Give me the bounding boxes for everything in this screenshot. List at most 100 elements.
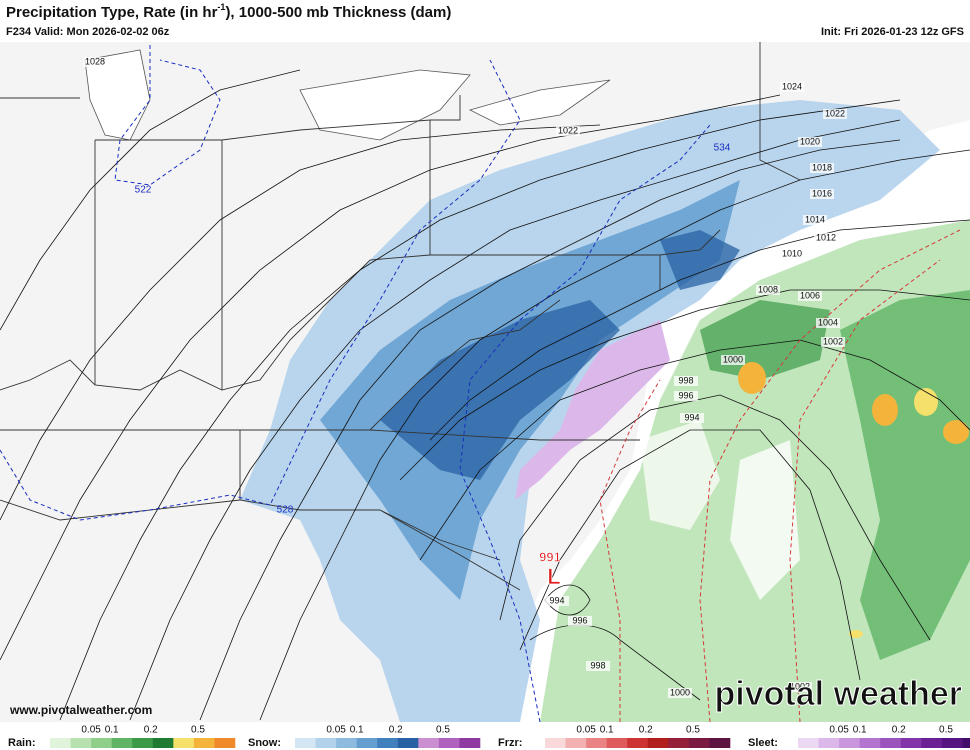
isobar-label: 1006	[800, 290, 820, 300]
legend-tick-label: 0.5	[686, 725, 700, 736]
legend-swatch	[647, 738, 669, 748]
snow-area	[240, 100, 940, 722]
isobar-label: 996	[572, 615, 587, 625]
valid-time: F234 Valid: Mon 2026-02-02 06z	[6, 26, 170, 38]
isobar-label: 998	[678, 375, 693, 385]
isobar-label: 1020	[800, 136, 820, 146]
label-bg	[803, 215, 827, 225]
label-bg	[83, 57, 107, 67]
legend-swatch	[356, 738, 378, 748]
label-bg	[586, 661, 610, 671]
isobar-label: 1012	[816, 232, 836, 242]
mix-area	[515, 320, 670, 500]
isobar-label: 1010	[782, 248, 802, 258]
legend-swatch	[173, 738, 195, 748]
snow-heavy	[660, 230, 740, 290]
rain-intense	[872, 394, 898, 426]
map-labels: 1028 1024 1022 1022 1020 1018 1016 1014 1012 1010…	[83, 56, 847, 698]
label-bg	[816, 318, 840, 328]
label-bg	[556, 126, 580, 136]
legend-swatch	[818, 738, 840, 748]
label-bg	[668, 688, 692, 698]
label-bg	[674, 391, 698, 401]
legend-name: Rain:	[8, 737, 36, 749]
legend-tick-label: 0.2	[144, 725, 158, 736]
isobar-label: 1000	[670, 687, 690, 697]
legend-swatch	[962, 738, 970, 748]
legend-swatch	[859, 738, 881, 748]
isobar-label: 1016	[812, 188, 832, 198]
legend-swatch	[70, 738, 92, 748]
legend-swatch	[315, 738, 337, 748]
legend-name: Snow:	[248, 737, 281, 749]
isobar-label: 1028	[85, 56, 105, 66]
legend-swatch	[459, 738, 481, 748]
state-borders	[0, 42, 801, 591]
isobar-label: 994	[684, 412, 699, 422]
legend-tick-label: 0.1	[105, 725, 119, 736]
label-bg	[810, 189, 834, 199]
label-bg	[568, 616, 592, 626]
thickness-label: 528	[277, 505, 294, 516]
rain-intense	[943, 420, 969, 444]
isobar-label: 1008	[758, 284, 778, 294]
legend-swatch	[798, 738, 819, 748]
legend-tick-label: 0.5	[436, 725, 450, 736]
legend-tick-label: 0.5	[191, 725, 205, 736]
legend-tick-label: 0.1	[600, 725, 614, 736]
legend-swatch	[941, 738, 963, 748]
label-bg	[756, 285, 780, 295]
legend-swatch	[132, 738, 154, 748]
isobar-label: 1000	[723, 354, 743, 364]
snow-heavy	[380, 300, 620, 480]
isobar-label: 1022	[558, 125, 578, 135]
legend-swatch	[336, 738, 357, 748]
legend-swatch	[900, 738, 922, 748]
rain-heavy	[840, 290, 970, 660]
label-bg	[545, 596, 569, 606]
isobar-label: 1002	[790, 681, 810, 691]
init-time: Init: Fri 2026-01-23 12z GFS	[821, 26, 964, 38]
label-bg	[674, 376, 698, 386]
title: Precipitation Type, Rate (in hr-1), 1000…	[6, 2, 451, 21]
rain-intense	[738, 362, 766, 394]
legend-swatch	[606, 738, 628, 748]
label-bg	[721, 355, 745, 365]
legend-tick-label: 0.05	[576, 725, 596, 736]
lake	[468, 79, 611, 126]
legend-swatch	[921, 738, 943, 748]
label-bg	[821, 337, 845, 347]
legend-tick-label: 0.05	[326, 725, 346, 736]
brand-watermark: pivotal weather	[714, 675, 962, 713]
legend-swatch	[377, 738, 399, 748]
low-pressure: 991	[539, 549, 561, 564]
isobar-label: 1002	[823, 336, 843, 346]
isobar-label: 1014	[805, 214, 825, 224]
legend-tick-label: 0.05	[81, 725, 101, 736]
legend-swatch	[545, 738, 566, 748]
isobar-label: 1024	[782, 81, 802, 91]
label-bg	[780, 82, 804, 92]
isobar-label: 996	[678, 390, 693, 400]
rain-intense	[849, 630, 863, 638]
legend-swatch	[839, 738, 860, 748]
legend-swatch	[397, 738, 419, 748]
legend-name: Frzr:	[498, 737, 522, 749]
legend: Rain: 0.05 0.1 0.2 0.5 Snow: 0.05 0.1 0.2 0.5 Frzr…	[8, 725, 970, 749]
legend-swatch	[295, 738, 316, 748]
isobar-label: 1004	[818, 317, 838, 327]
legend-tick-label: 0.2	[389, 725, 403, 736]
legend-tick-label: 0.1	[350, 725, 364, 736]
legend-swatch	[709, 738, 731, 748]
legend-swatch	[50, 738, 71, 748]
label-bg	[788, 682, 812, 692]
isobar-label: 998	[590, 660, 605, 670]
label-bg	[814, 233, 838, 243]
label-bg	[798, 291, 822, 301]
legend-swatch	[214, 738, 236, 748]
label-bg	[680, 413, 704, 423]
label-bg	[823, 109, 847, 119]
legend-tick-label: 0.05	[829, 725, 849, 736]
legend-tick-label: 0.5	[939, 725, 953, 736]
